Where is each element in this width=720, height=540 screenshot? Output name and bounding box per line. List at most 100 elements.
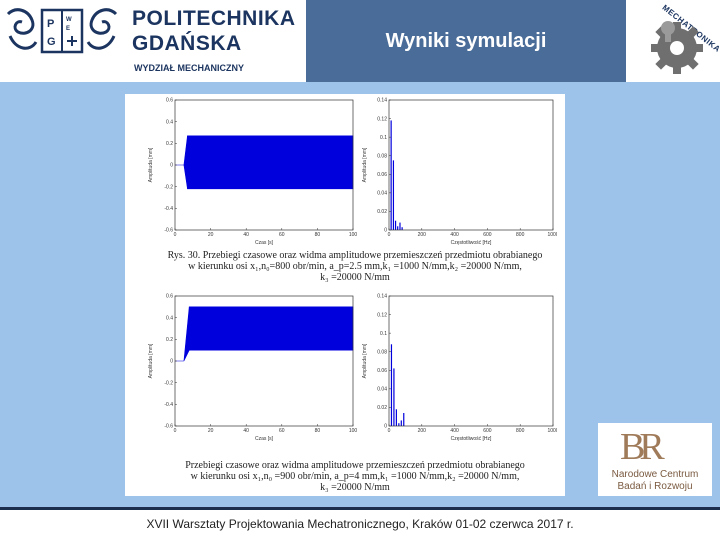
y-tick-label: 0.08: [377, 349, 387, 355]
y-tick-label: 0.14: [377, 294, 387, 300]
caption-1-line-2: w kierunku osi x₁,n₀=800 obr/min, a_p=2.…: [188, 261, 522, 272]
y-tick-label: -0.4: [164, 402, 173, 408]
y-tick-label: 0.2: [166, 337, 173, 343]
department-name: WYDZIAŁ MECHANICZNY: [134, 63, 244, 73]
y-tick-label: 0.04: [377, 191, 387, 197]
caption-1-line-3: k₃ =20000 N/mm: [320, 272, 390, 283]
x-tick-label: 40: [243, 428, 249, 434]
plot-frame: [388, 99, 554, 231]
y-tick-label: 0.1: [380, 331, 387, 337]
x-tick-label: 400: [450, 428, 459, 434]
emblem-letter-p: P: [47, 18, 54, 30]
y-tick-label: -0.2: [164, 184, 173, 190]
footer-text: XVII Warsztaty Projektowania Mechatronic…: [146, 517, 574, 531]
y-axis-label: Amplituda [mm]: [148, 343, 154, 378]
university-name-line2: GDAŃSKA: [132, 32, 242, 55]
x-tick-label: 800: [516, 232, 525, 238]
x-tick-label: 0: [174, 428, 177, 434]
x-axis-label: Częstotliwość [Hz]: [451, 436, 492, 442]
pg-logo: P G W E POLITECHNIKA GDAŃSKA WYDZIAŁ MEC…: [0, 0, 306, 82]
x-tick-label: 600: [483, 428, 492, 434]
x-tick-label: 20: [208, 428, 214, 434]
caption-1-line-1: Rys. 30. Przebiegi czasowe oraz widma am…: [167, 250, 543, 261]
y-tick-label: 0.04: [377, 387, 387, 393]
x-tick-label: 800: [516, 428, 525, 434]
x-tick-label: 400: [450, 232, 459, 238]
y-axis-label: Amplituda [mm]: [362, 147, 368, 182]
ncbr-name-line2: Badań i Rozwoju: [617, 481, 693, 492]
signal-band-segment: [183, 135, 188, 189]
y-tick-label: 0: [384, 228, 387, 234]
x-tick-label: 100: [349, 232, 357, 238]
y-tick-label: -0.6: [164, 424, 173, 430]
x-axis-label: Częstotliwość [Hz]: [451, 240, 492, 246]
ncbr-logo: BR Narodowe Centrum Badań i Rozwoju: [598, 423, 712, 496]
x-tick-label: 200: [418, 232, 427, 238]
x-tick-label: 40: [243, 232, 249, 238]
signal-band-segment: [183, 306, 190, 362]
x-tick-label: 80: [315, 428, 321, 434]
y-tick-label: 0.12: [377, 312, 387, 318]
simulation-figure: 0 20 40 60 80 100 -0.6 -0.4 -0.2 0 0.2 0.4 0.6 Czas […: [125, 94, 565, 496]
y-tick-label: -0.6: [164, 228, 173, 234]
footer: XVII Warsztaty Projektowania Mechatronic…: [0, 510, 720, 540]
emblem-letter-g: G: [47, 36, 56, 48]
emblem-letter-e: E: [66, 26, 70, 32]
x-tick-label: 200: [418, 428, 427, 434]
x-tick-label: 100: [349, 428, 357, 434]
header-bar: P G W E POLITECHNIKA GDAŃSKA WYDZIAŁ MEC…: [0, 0, 720, 82]
pg-emblem-icon: P G W E: [6, 8, 118, 54]
signal-band-segment: [187, 135, 354, 190]
y-tick-label: 0: [384, 424, 387, 430]
time-response-chart-1: 0 20 40 60 80 100 -0.6 -0.4 -0.2 0 0.2 0.4 0.6 Czas […: [145, 96, 357, 246]
mechatronika-logo: MECHATRONIKA: [626, 0, 720, 82]
x-axis-label: Czas [s]: [255, 240, 274, 246]
x-tick-label: 60: [279, 232, 285, 238]
y-tick-label: 0.02: [377, 405, 387, 411]
signal-band-segment: [188, 306, 354, 351]
university-name-line1: POLITECHNIKA: [132, 7, 296, 30]
y-axis-label: Amplituda [mm]: [148, 147, 154, 182]
y-tick-label: 0.4: [166, 315, 173, 321]
chart-svg: 0 20 40 60 80 100 -0.6 -0.4 -0.2 0 0.2 0.4 0.6 Czas […: [148, 294, 357, 442]
y-tick-label: 0.12: [377, 116, 387, 122]
y-tick-label: 0.02: [377, 209, 387, 215]
y-tick-label: 0.6: [166, 98, 173, 104]
y-tick-label: 0.1: [380, 135, 387, 141]
figure-caption-2: Przebiegi czasowe oraz widma amplitudowe…: [155, 460, 555, 493]
x-tick-label: 60: [279, 428, 285, 434]
caption-2-line-1: Przebiegi czasowe oraz widma amplitudowe…: [185, 460, 525, 471]
x-tick-label: 0: [388, 428, 391, 434]
chart-svg: 0 20 40 60 80 100 -0.6 -0.4 -0.2 0 0.2 0.4 0.6 Czas […: [148, 98, 357, 246]
x-tick-label: 1000: [547, 232, 557, 238]
x-tick-label: 0: [174, 232, 177, 238]
slide-title: Wyniki symulacji: [385, 30, 547, 52]
ncbr-name-line1: Narodowe Centrum: [611, 469, 699, 480]
amplitude-spectrum-chart-1: 0 200 400 600 800 1000 0 0.02 0.04 0.06 0.08 0.1 0.1…: [359, 96, 559, 246]
y-tick-label: 0.4: [166, 119, 173, 125]
y-tick-label: 0.08: [377, 153, 387, 159]
caption-2-line-3: k₃ =20000 N/mm: [320, 482, 390, 493]
y-axis-label: Amplituda [mm]: [362, 343, 368, 378]
x-tick-label: 20: [208, 232, 214, 238]
y-tick-label: 0: [170, 163, 173, 169]
amplitude-spectrum-chart-2: 0 200 400 600 800 1000 0 0.02 0.04 0.06 0.08 0.1 0.1…: [359, 292, 559, 442]
x-tick-label: 1000: [547, 428, 557, 434]
y-tick-label: -0.2: [164, 380, 173, 386]
figure-caption-1: Rys. 30. Przebiegi czasowe oraz widma am…: [155, 250, 555, 283]
y-tick-label: -0.4: [164, 206, 173, 212]
y-tick-label: 0.06: [377, 368, 387, 374]
emblem-letter-w: W: [66, 17, 72, 23]
footer-divider: [0, 507, 720, 510]
time-response-chart-2: 0 20 40 60 80 100 -0.6 -0.4 -0.2 0 0.2 0.4 0.6 Czas […: [145, 292, 357, 442]
y-tick-label: 0.2: [166, 141, 173, 147]
plot-frame: [388, 295, 554, 427]
y-tick-label: 0.06: [377, 172, 387, 178]
x-tick-label: 80: [315, 232, 321, 238]
x-tick-label: 600: [483, 232, 492, 238]
y-tick-label: 0: [170, 359, 173, 365]
x-tick-label: 0: [388, 232, 391, 238]
caption-2-line-2: w kierunku osi x₁,n₀ =900 obr/min, a_p=4…: [190, 471, 520, 482]
y-tick-label: 0.14: [377, 98, 387, 104]
